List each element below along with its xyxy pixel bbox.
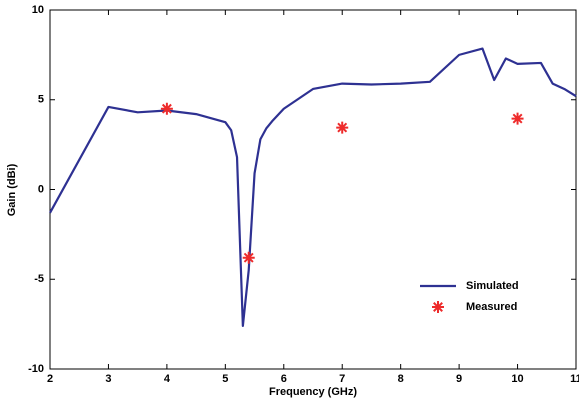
x-tick-label: 7 bbox=[339, 373, 345, 385]
data-point bbox=[242, 251, 255, 264]
x-tick-label: 2 bbox=[47, 373, 53, 385]
y-axis-label: Gain (dBi) bbox=[6, 163, 18, 216]
y-tick-label: -5 bbox=[34, 273, 44, 285]
x-tick-label: 11 bbox=[570, 373, 579, 385]
y-tick-label: 5 bbox=[38, 94, 44, 106]
x-tick-label: 3 bbox=[105, 373, 111, 385]
x-tick-label: 6 bbox=[281, 373, 287, 385]
y-tick-label: 10 bbox=[32, 4, 44, 16]
legend-swatch bbox=[432, 301, 444, 313]
data-point bbox=[511, 112, 524, 125]
x-tick-label: 5 bbox=[222, 373, 228, 385]
x-tick-label: 10 bbox=[511, 373, 523, 385]
data-point bbox=[160, 102, 173, 115]
x-axis-label: Frequency (GHz) bbox=[269, 386, 357, 398]
plot-frame bbox=[49, 9, 577, 370]
y-tick-label: -10 bbox=[28, 363, 44, 375]
x-tick-label: 8 bbox=[398, 373, 404, 385]
data-point bbox=[336, 121, 349, 134]
data-line bbox=[49, 47, 577, 328]
legend-label: Simulated bbox=[466, 280, 519, 292]
x-tick-label: 4 bbox=[164, 373, 171, 385]
y-tick-label: 0 bbox=[38, 183, 44, 195]
legend-label: Measured bbox=[466, 301, 517, 313]
x-tick-label: 9 bbox=[456, 373, 462, 385]
